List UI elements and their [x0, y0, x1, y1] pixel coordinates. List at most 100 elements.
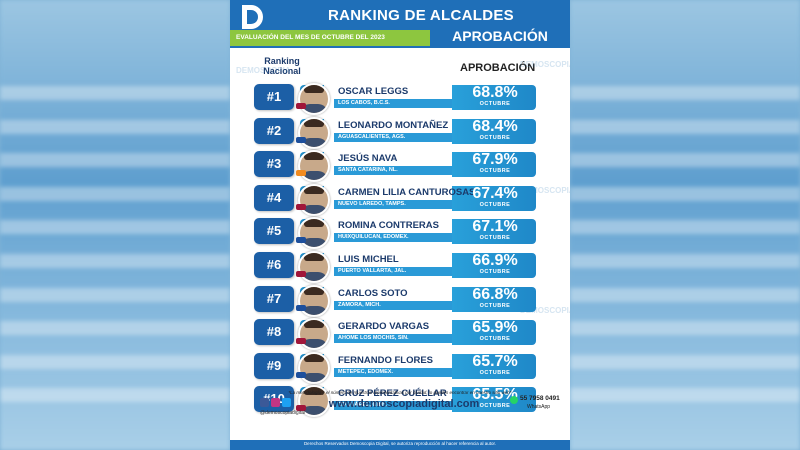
- place-bar: [334, 334, 452, 344]
- ranking-row: #1 OSCAR LEGGS LOS CABOS, B.C.S. 68.8% OCTUB…: [230, 82, 570, 115]
- mayor-city: PUERTO VALLARTA, JAL.: [338, 268, 407, 274]
- poster-header: DEMOSCOPIA DIGITAL RANKING DE ALCALDES E…: [230, 0, 570, 48]
- watermark: DEMOSCOPIA: [236, 66, 291, 75]
- approval-month: OCTUBRE: [479, 302, 511, 309]
- demoscopia-logo-icon: [242, 5, 263, 29]
- phone-number: 55 7958 0491: [520, 395, 560, 402]
- mayor-photo: [298, 251, 330, 283]
- mayor-photo: [298, 284, 330, 317]
- mayor-city: ZAMORA, MICH.: [338, 301, 381, 308]
- watermark: DEMOSCOPIA: [520, 186, 570, 195]
- rank-badge: #8: [254, 319, 294, 346]
- background-stripe: [0, 354, 230, 369]
- mayor-photo: [298, 385, 330, 418]
- mayor-name: CARLOS SOTO: [338, 287, 408, 299]
- approval-month: OCTUBRE: [479, 168, 511, 175]
- mayor-photo: [298, 217, 330, 250]
- ranking-poster: DEMOSCOPIA DIGITAL RANKING DE ALCALDES E…: [230, 0, 570, 450]
- background-stripe: [0, 86, 230, 100]
- background-stripe: [570, 388, 800, 403]
- background-stripe: [0, 321, 230, 336]
- approval-value: 65.9%: [472, 319, 518, 337]
- rank-badge: #6: [254, 252, 294, 278]
- approval-month: OCTUBRE: [479, 235, 511, 242]
- ranking-row: #7 CARLOS SOTO ZAMORA, MICH. 66.8% OCTUBRE: [230, 284, 570, 317]
- whatsapp-icon: [510, 396, 518, 404]
- place-bar: [334, 99, 452, 108]
- ranking-row: #8 GERARDO VARGAS AHOME LOS MOCHIS, SIN. 65…: [230, 317, 570, 351]
- methodology-note: *La metodología y el número de muestras …: [288, 390, 512, 395]
- background-blur-right: [570, 0, 800, 450]
- ranking-row: #5 ROMINA CONTRERAS HUIXQUILUCAN, EDOMEX. 6…: [230, 216, 570, 250]
- mayor-name: GERARDO VARGAS: [338, 321, 430, 333]
- mayor-name: FERNANDO FLORES: [338, 354, 433, 366]
- approval-value: 68.8%: [472, 84, 518, 101]
- watermark: DEMOSCOPIA: [520, 60, 570, 69]
- background-stripe: [0, 153, 230, 168]
- approval-month: OCTUBRE: [479, 101, 511, 107]
- party-logo-icon: [296, 203, 306, 210]
- background-stripe: [570, 321, 800, 336]
- mayor-name: LEONARDO MONTAÑEZ: [338, 119, 449, 131]
- mayor-photo: [298, 183, 330, 216]
- ranking-row: #3 JESÚS NAVA SANTA CATARINA, NL. 67.9% OCTU…: [230, 149, 570, 183]
- approval-value: 68.4%: [472, 117, 518, 135]
- rank-badge: #2: [254, 117, 294, 144]
- subtitle-bar: [230, 30, 430, 46]
- mayor-name: LUIS MICHEL: [338, 254, 399, 265]
- background-stripe: [570, 220, 800, 235]
- mayor-photo: [298, 83, 330, 115]
- party-logo-icon: [296, 271, 306, 277]
- background-stripe: [0, 254, 230, 268]
- mayor-photo: [298, 351, 330, 384]
- mayor-name: CARMEN LILIA CANTUROSAS: [338, 186, 476, 198]
- watermark: DEMOSCOPIA: [520, 306, 570, 315]
- website-link[interactable]: www.demoscopiadigital.com: [328, 398, 480, 410]
- background-stripe: [0, 287, 230, 302]
- place-bar: [334, 401, 452, 411]
- place-bar: [334, 300, 452, 310]
- evaluation-subtitle: EVALUACIÓN DEL MES DE OCTUBRE DEL 2023: [236, 34, 385, 41]
- whatsapp-label: WhatsApp: [527, 404, 551, 410]
- rank-badge: #7: [254, 285, 294, 312]
- background-blur-left: [0, 0, 230, 450]
- approval-month: OCTUBRE: [479, 403, 511, 410]
- approval-column-label: APROBACIÓN: [460, 62, 536, 74]
- background-stripe: [0, 388, 230, 403]
- ranking-row: #4 CARMEN LILIA CANTUROSAS NUEVO LAREDO, T…: [230, 183, 570, 216]
- mayor-city: HUIXQUILUCAN, EDOMEX.: [338, 234, 409, 241]
- approval-header: APROBACIÓN: [452, 28, 548, 44]
- party-logo-icon: [296, 170, 306, 177]
- mayor-city: NUEVO LAREDO, TAMPS.: [338, 200, 406, 207]
- party-logo-icon: [296, 103, 306, 109]
- place-bar: [334, 166, 452, 176]
- background-stripe: [570, 254, 800, 268]
- mayor-city: AGUASCALIENTES, AGS.: [338, 133, 406, 140]
- party-logo-icon: [296, 304, 306, 311]
- approval-month: OCTUBRE: [479, 201, 511, 208]
- mayor-city: LOS CABOS, B.C.S.: [338, 100, 390, 106]
- approval-value: 66.9%: [472, 252, 518, 269]
- mayor-photo: [298, 116, 330, 149]
- approval-value: 67.1%: [472, 218, 518, 236]
- mayor-photo: [298, 318, 330, 351]
- approval-value: 67.9%: [472, 151, 518, 169]
- approval-month: OCTUBRE: [479, 369, 511, 376]
- approval-month: OCTUBRE: [479, 336, 511, 343]
- background-stripe: [570, 354, 800, 369]
- rank-badge: #3: [254, 151, 294, 178]
- background-stripe: [0, 220, 230, 235]
- rank-badge: #4: [254, 184, 294, 211]
- instagram-icon[interactable]: [271, 398, 280, 407]
- mayor-city: SANTA CATARINA, NL.: [338, 167, 398, 174]
- background-stripe: [570, 153, 800, 168]
- mayor-city: METEPEC, EDOMEX.: [338, 368, 394, 375]
- background-stripe: [570, 86, 800, 100]
- approval-value: 66.8%: [472, 285, 518, 303]
- party-logo-icon: [296, 338, 306, 345]
- mayor-name: JESÚS NAVA: [338, 153, 398, 165]
- twitter-icon[interactable]: [282, 398, 291, 407]
- facebook-icon[interactable]: [260, 398, 269, 407]
- approval-value: 65.5%: [472, 386, 518, 404]
- approval-value: 67.4%: [472, 184, 518, 202]
